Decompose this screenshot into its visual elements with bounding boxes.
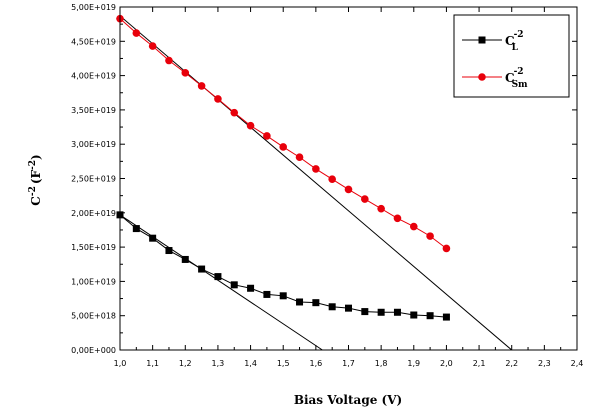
data-point-sm bbox=[393, 214, 402, 223]
x-tick-label: 1,1 bbox=[146, 359, 159, 368]
legend-marker-csm bbox=[478, 73, 486, 81]
data-point-l bbox=[132, 225, 140, 233]
x-tick-label: 1,6 bbox=[309, 359, 322, 368]
data-point-l bbox=[263, 290, 271, 298]
data-point-l bbox=[230, 281, 238, 289]
x-axis: 1,0 1,1 1,2 1,3 1,4 1,5 1,6 1,7 1,8 1,9 2,0 2,1 2,2 2… bbox=[114, 7, 584, 368]
legend-label-cl: C-2 L bbox=[505, 30, 524, 53]
y-axis-title: C-2(F-2) bbox=[28, 154, 43, 205]
y-tick-label: 4,00E+019 bbox=[71, 72, 116, 81]
data-point-sm bbox=[409, 222, 418, 231]
data-point-sm bbox=[148, 42, 157, 50]
data-point-sm bbox=[279, 143, 288, 151]
data-point-l bbox=[442, 313, 450, 321]
data-point-sm bbox=[263, 132, 271, 140]
legend-label-csm: C-2 Sm bbox=[505, 67, 528, 90]
x-tick-label: 1,2 bbox=[179, 359, 192, 368]
data-point-sm bbox=[246, 121, 255, 130]
data-point-sm bbox=[181, 69, 190, 77]
x-tick-label: 1,4 bbox=[244, 359, 257, 368]
data-point-l bbox=[296, 298, 304, 306]
data-point-sm bbox=[344, 185, 353, 194]
x-axis-title: Bias Voltage (V) bbox=[294, 393, 402, 407]
data-point-sm bbox=[295, 153, 304, 162]
data-point-l bbox=[377, 308, 385, 316]
data-point-l bbox=[328, 303, 336, 311]
x-tick-label: 1,7 bbox=[342, 359, 355, 368]
y-tick-label: 3,00E+019 bbox=[71, 140, 116, 149]
data-point-l bbox=[361, 308, 369, 316]
x-tick-label: 2,3 bbox=[538, 359, 551, 368]
y-tick-label: 1,50E+019 bbox=[71, 243, 116, 252]
data-point-sm bbox=[361, 195, 369, 203]
data-point-sm bbox=[426, 232, 434, 240]
x-tick-label: 1,8 bbox=[375, 359, 388, 368]
data-point-sm bbox=[442, 244, 451, 253]
x-tick-label: 1,3 bbox=[212, 359, 225, 368]
data-point-sm bbox=[165, 56, 173, 65]
data-point-sm bbox=[230, 108, 239, 117]
y-tick-label: 3,50E+019 bbox=[71, 106, 116, 115]
x-tick-label: 1,0 bbox=[114, 359, 127, 368]
data-point-l bbox=[198, 265, 206, 273]
x-tick-label: 2,0 bbox=[440, 359, 453, 368]
data-point-l bbox=[149, 234, 157, 242]
data-point-l bbox=[247, 284, 255, 292]
data-point-sm bbox=[214, 95, 222, 103]
data-point-l bbox=[426, 312, 434, 320]
legend: C-2 L C-2 Sm bbox=[453, 14, 570, 98]
series-line-l bbox=[119, 214, 447, 318]
data-point-l bbox=[393, 308, 401, 316]
y-tick-label: 5,00E+019 bbox=[71, 3, 116, 12]
data-point-l bbox=[279, 292, 287, 300]
data-point-l bbox=[181, 255, 189, 263]
data-point-l bbox=[410, 311, 418, 319]
legend-box bbox=[453, 14, 570, 98]
x-tick-label: 1,9 bbox=[407, 359, 420, 368]
x-tick-label: 2,4 bbox=[571, 359, 584, 368]
y-tick-label: 2,00E+019 bbox=[71, 209, 116, 218]
data-point-sm bbox=[377, 204, 385, 213]
y-tick-label: 2,50E+019 bbox=[71, 175, 116, 184]
x-tick-label: 2,1 bbox=[473, 359, 486, 368]
y-axis: 0,00E+000 5,00E+018 1,00E+019 1,50E+019 2,00… bbox=[71, 3, 577, 355]
data-point-l bbox=[312, 299, 320, 307]
data-point-l bbox=[345, 304, 352, 312]
y-tick-label: 1,00E+019 bbox=[71, 277, 116, 286]
x-tick-label: 1,5 bbox=[277, 359, 290, 368]
series-line-sm bbox=[119, 18, 447, 249]
series-layer bbox=[116, 14, 451, 321]
x-tick-label: 2,2 bbox=[505, 359, 518, 368]
y-tick-label: 5,00E+018 bbox=[71, 312, 116, 321]
y-tick-label: 4,50E+019 bbox=[71, 37, 116, 46]
data-point-l bbox=[214, 273, 222, 281]
data-point-sm bbox=[197, 82, 206, 90]
data-point-sm bbox=[132, 29, 141, 37]
y-tick-label: 0,00E+000 bbox=[71, 346, 116, 355]
data-point-sm bbox=[328, 175, 336, 183]
legend-marker-cl bbox=[478, 36, 486, 44]
data-point-l bbox=[165, 247, 173, 255]
data-point-sm bbox=[312, 165, 320, 173]
